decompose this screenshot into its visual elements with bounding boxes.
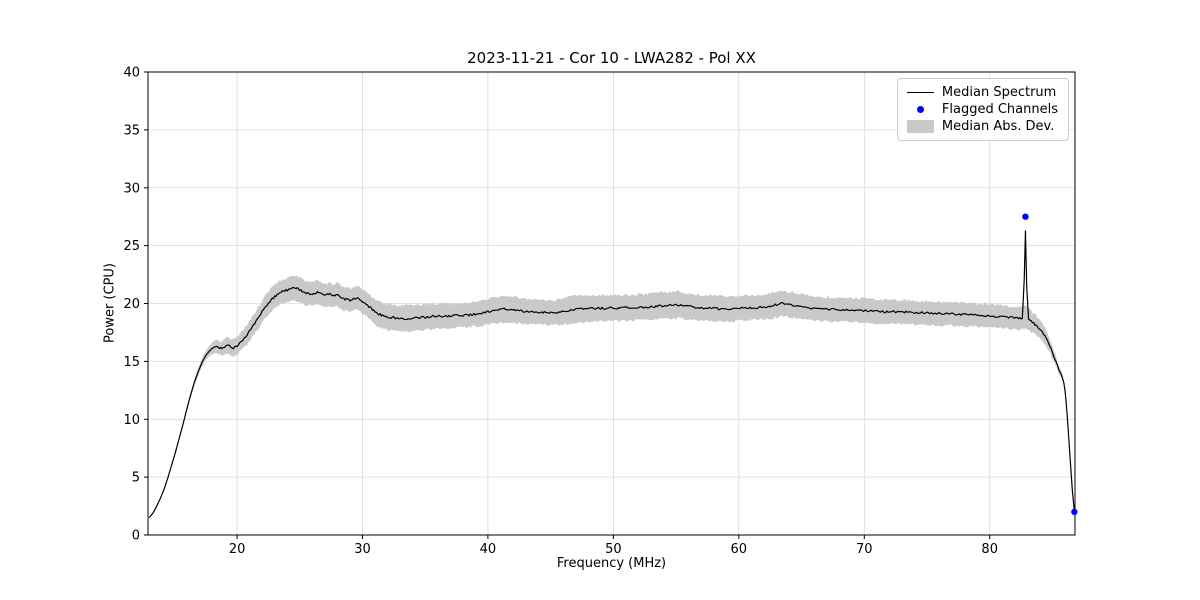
legend-item-median-spectrum: Median Spectrum xyxy=(906,84,1058,101)
legend-item-flagged-channels: Flagged Channels xyxy=(907,101,1058,118)
flagged-channel-point xyxy=(1071,508,1078,516)
y-axis-label: Power (CPU) xyxy=(102,262,118,344)
mad-band xyxy=(149,275,1075,519)
legend-label-median: Median Spectrum xyxy=(941,85,1057,100)
legend: Median Spectrum Flagged Channels Median … xyxy=(896,78,1069,141)
x-tick-label: 50 xyxy=(605,542,622,557)
flagged-marker-sample-icon xyxy=(907,106,934,113)
legend-item-mad: Median Abs. Dev. xyxy=(906,118,1058,135)
y-tick-label: 0 xyxy=(132,529,140,544)
x-tick-label: 30 xyxy=(354,542,371,557)
x-axis-label: Frequency (MHz) xyxy=(556,556,667,571)
flagged-channel-point xyxy=(1022,213,1029,220)
median-spectrum-line xyxy=(148,230,1075,519)
x-tick-label: 60 xyxy=(731,542,748,557)
mad-patch-sample-icon xyxy=(906,120,934,133)
y-tick-label: 20 xyxy=(123,297,140,312)
legend-label-flagged: Flagged Channels xyxy=(941,102,1058,117)
x-tick-label: 80 xyxy=(981,542,998,557)
y-tick-label: 40 xyxy=(123,66,140,81)
y-tick-label: 5 xyxy=(132,471,140,486)
y-tick-label: 25 xyxy=(123,239,140,254)
y-tick-label: 15 xyxy=(123,355,140,370)
legend-label-mad: Median Abs. Dev. xyxy=(941,119,1055,134)
y-tick-label: 30 xyxy=(123,181,140,196)
median-line-sample-icon xyxy=(906,92,934,93)
y-tick-label: 35 xyxy=(123,123,140,138)
chart-title: 2023-11-21 - Cor 10 - LWA282 - Pol XX xyxy=(467,49,756,67)
x-tick-label: 70 xyxy=(856,542,873,557)
x-tick-label: 20 xyxy=(229,542,246,557)
y-tick-label: 10 xyxy=(123,413,140,428)
x-tick-label: 40 xyxy=(480,542,497,557)
